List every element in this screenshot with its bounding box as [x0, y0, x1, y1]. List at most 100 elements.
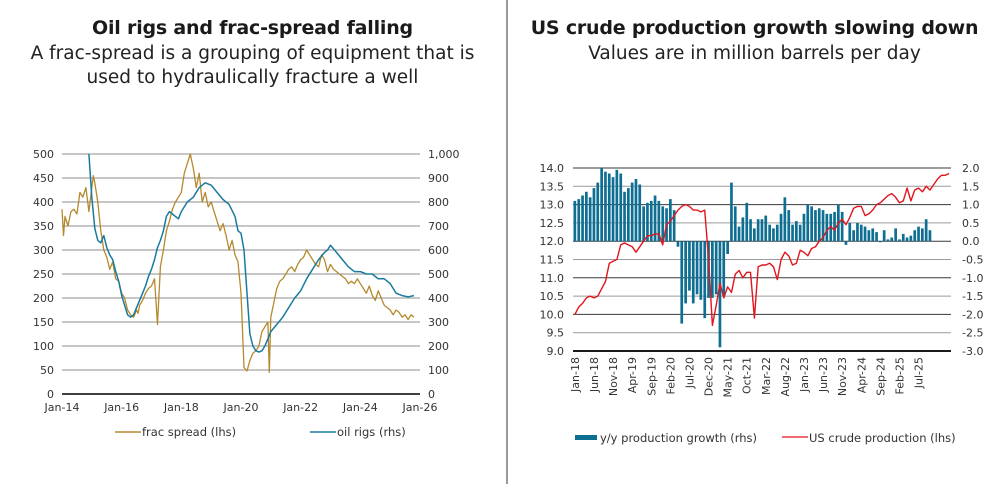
y-left-tick-label: 12.0	[540, 235, 565, 248]
growth-bar	[611, 177, 615, 242]
y-left-tick-label: 500	[33, 148, 54, 161]
growth-bar	[882, 230, 886, 242]
oil-rigs-line	[88, 153, 415, 353]
x-tick-label: Jul-25	[913, 357, 926, 389]
growth-bar	[745, 202, 749, 242]
growth-bar	[714, 241, 718, 295]
y-right-tick-label: 800	[428, 196, 449, 209]
growth-bar	[596, 182, 600, 242]
legend-growth-label: y/y production growth (rhs)	[600, 431, 757, 445]
x-tick-label: Jan-18	[163, 401, 199, 414]
y-right-tick-label: -1.0	[962, 272, 983, 285]
right-chart-canvas: 9.0 9.5 10.0 10.5 11.0 11.5 12.0 12.5 13.0 13.5 14…	[540, 162, 984, 445]
legend-growth-swatch	[575, 435, 597, 440]
x-tick-label: Jun-23	[817, 357, 830, 393]
growth-bar	[661, 206, 665, 242]
growth-bar	[859, 224, 863, 242]
left-chart-title: Oil rigs and frac-spread falling	[92, 17, 413, 39]
growth-bar	[749, 219, 752, 242]
x-tick-label: Sep-24	[874, 357, 887, 396]
growth-bar	[844, 241, 848, 245]
growth-bar	[833, 211, 836, 242]
growth-bar	[905, 237, 909, 242]
y-left-tick-label: 300	[33, 244, 54, 257]
y-right-tick-label: -0.5	[962, 254, 983, 267]
growth-bar	[642, 206, 645, 242]
growth-bar	[722, 241, 726, 297]
x-tick-label: Nov-18	[607, 357, 620, 396]
y-left-tick-label: 10.0	[540, 308, 565, 321]
x-tick-label: May-21	[722, 357, 735, 398]
growth-bar	[898, 239, 901, 242]
x-tick-label: Sep-19	[645, 357, 658, 396]
growth-bar	[688, 241, 691, 291]
growth-bar	[619, 173, 623, 242]
frac-spread-line	[61, 153, 415, 374]
x-tick-label: Apr-24	[855, 357, 868, 393]
growth-bar	[585, 191, 588, 242]
growth-bar	[806, 204, 810, 242]
left-subtitle-line-1: A frac-spread is a grouping of equipment…	[30, 43, 475, 64]
x-tick-label: Jan-22	[282, 401, 318, 414]
y-right-tick-label: -3.0	[962, 345, 983, 358]
x-tick-label: Jan-20	[223, 401, 259, 414]
growth-bar	[703, 241, 707, 319]
growth-bar	[840, 211, 844, 242]
left-chart-canvas: 0 50 100 150 200 250 300 350 400 450 500 0 100 200 300…	[33, 148, 460, 439]
production-line	[574, 172, 950, 327]
growth-bar	[787, 210, 791, 242]
x-tick-label: Jan-23	[798, 357, 811, 393]
y-left-tick-label: 14.0	[540, 162, 565, 175]
y-right-tick-label: -1.5	[962, 290, 983, 303]
growth-bar	[711, 241, 714, 298]
legend-frac-spread-label: frac spread (lhs)	[142, 425, 236, 439]
growth-bar	[756, 219, 760, 242]
growth-bar	[783, 197, 787, 242]
left-chart-panel: Oil rigs and frac-spread falling A frac-…	[30, 17, 475, 439]
growth-bar	[634, 179, 638, 242]
y-right-tick-label: 700	[428, 220, 449, 233]
growth-bar	[627, 188, 630, 242]
y-left-tick-label: 100	[33, 340, 54, 353]
growth-bar	[764, 215, 768, 242]
growth-bar	[917, 226, 920, 242]
panel-divider	[506, 0, 508, 484]
growth-bar	[791, 224, 794, 242]
growth-bar	[760, 219, 764, 242]
growth-bar	[699, 241, 703, 300]
growth-bar	[890, 237, 894, 242]
y-right-tick-label: 1.0	[962, 199, 980, 212]
x-tick-label: Jan-24	[342, 401, 378, 414]
growth-bar	[691, 241, 695, 304]
growth-bar	[623, 191, 626, 242]
growth-bar	[646, 202, 649, 242]
y-left-tick-label: 13.0	[540, 199, 565, 212]
x-tick-label: Aug-22	[779, 357, 792, 396]
growth-bar	[775, 224, 779, 242]
growth-bar	[577, 199, 581, 242]
growth-bar	[768, 224, 771, 242]
y-right-tick-label: 2.0	[962, 162, 980, 175]
growth-bar	[928, 230, 932, 242]
x-tick-label: Oct-21	[741, 357, 754, 394]
growth-bar	[852, 230, 855, 242]
growth-bar	[772, 228, 775, 242]
growth-bar	[680, 241, 684, 324]
growth-bar	[814, 210, 817, 242]
growth-bar	[573, 200, 577, 242]
growth-bar	[607, 173, 611, 242]
growth-bar	[863, 226, 867, 242]
x-tick-label: Jul-20	[683, 357, 696, 389]
growth-bar	[871, 228, 875, 242]
growth-bar	[672, 210, 676, 242]
y-left-tick-label: 200	[33, 292, 54, 305]
growth-bar	[856, 222, 859, 242]
growth-bar	[817, 208, 821, 242]
growth-bar	[802, 213, 806, 242]
y-right-tick-label: 1,000	[428, 148, 460, 161]
right-chart-panel: US crude production growth slowing down …	[508, 0, 1001, 484]
growth-bar	[810, 206, 813, 242]
growth-bar	[921, 228, 924, 242]
growth-bar	[875, 232, 878, 242]
growth-bar	[798, 224, 802, 242]
